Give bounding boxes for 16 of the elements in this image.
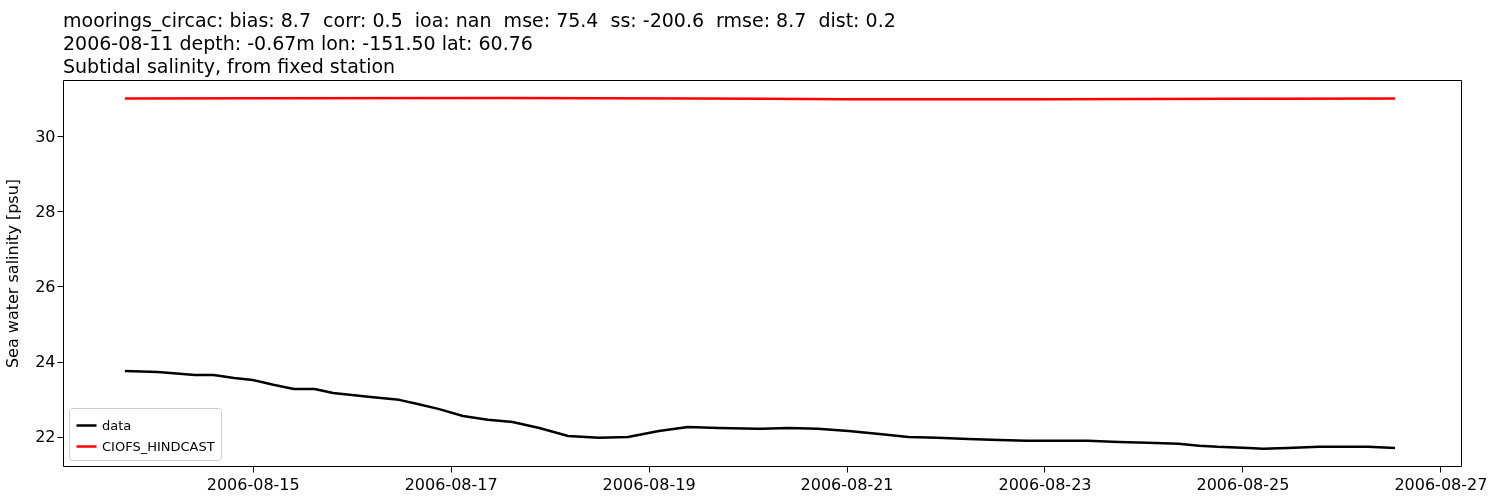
y-tick-label: 24 bbox=[35, 352, 56, 372]
y-tick-label: 26 bbox=[35, 276, 56, 296]
x-tick-label: 2006-08-27 bbox=[1394, 474, 1488, 494]
y-tick-label: 22 bbox=[35, 427, 56, 447]
chart-title: moorings_circac: bias: 8.7 corr: 0.5 ioa: nan mse: 75.4 ss: -200.6 rmse: 8.7 dist: 0.2 2006-08-11 depth: -0.67m lon: -151.50 lat: 60.76 Subtidal salinity, from fixed station bbox=[63, 9, 896, 77]
y-tick-label: 30 bbox=[35, 126, 56, 146]
y-tick-label: 28 bbox=[35, 201, 56, 221]
x-tick-label: 2006-08-15 bbox=[206, 474, 300, 494]
x-tick-label: 2006-08-17 bbox=[404, 474, 498, 494]
x-tick-label: 2006-08-21 bbox=[800, 474, 894, 494]
legend-label: CIOFS_HINDCAST bbox=[102, 438, 215, 454]
x-tick-label: 2006-08-23 bbox=[998, 474, 1092, 494]
x-tick-label: 2006-08-25 bbox=[1196, 474, 1290, 494]
legend-label: data bbox=[102, 417, 132, 433]
x-tick-label: 2006-08-19 bbox=[602, 474, 696, 494]
y-axis-title: Sea water salinity [psu] bbox=[3, 178, 23, 369]
